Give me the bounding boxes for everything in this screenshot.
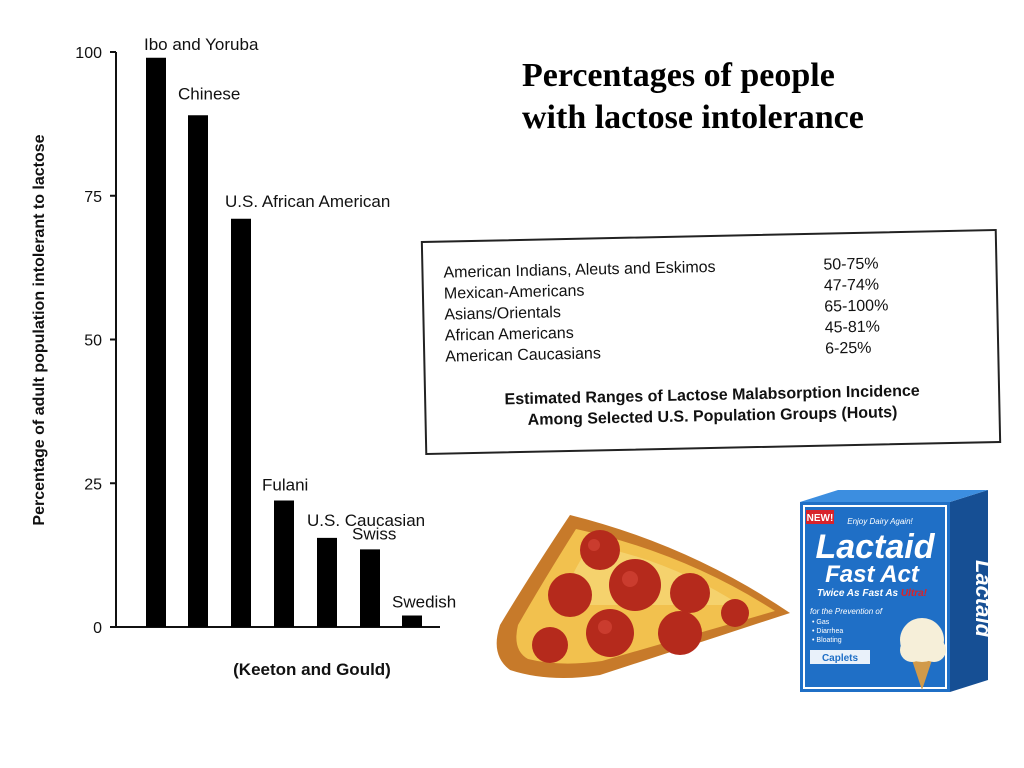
y-axis-label: Percentage of adult population intoleran… <box>31 134 48 525</box>
y-tick-label: 25 <box>84 476 102 493</box>
lactose-bar-chart: 0 25 50 75 100 Ibo and Yoruba Chinese U.S. Afr… <box>31 35 456 679</box>
lactaid-prevention-heading: for the Prevention of <box>810 607 883 616</box>
bar <box>188 115 208 627</box>
bar-label: Swedish <box>392 593 456 612</box>
bar-label: U.S. African American <box>225 192 390 211</box>
ranges-value: 65-100% <box>824 297 889 316</box>
lactaid-prevention-item: • Diarrhea <box>812 628 843 635</box>
bar-label: Chinese <box>178 84 240 103</box>
lactaid-claim: Twice As Fast As Ultra! <box>817 588 928 599</box>
bar-labels: Ibo and Yoruba Chinese U.S. African Americ… <box>144 35 456 612</box>
lactaid-product: Fast Act <box>825 561 920 588</box>
bar <box>360 549 380 627</box>
y-axis: 0 25 50 75 100 <box>75 45 440 637</box>
lactaid-box-image: NEW! Enjoy Dairy Again! Lactaid Fast Act… <box>800 490 990 692</box>
bar <box>146 57 166 627</box>
slide-title-line-2: with lactose intolerance <box>522 99 864 136</box>
ranges-value: 47-74% <box>823 276 880 295</box>
bar <box>274 500 294 627</box>
ranges-value: 6-25% <box>824 339 872 358</box>
bar-label: Fulani <box>262 476 308 495</box>
lactaid-claim-prefix: Twice As Fast As <box>817 588 901 599</box>
pizza-slice-image <box>496 515 790 679</box>
y-tick-label: 100 <box>75 45 102 62</box>
slide-title: Percentages of people with lactose intol… <box>522 55 982 139</box>
lactaid-tagline: Enjoy Dairy Again! <box>847 517 913 526</box>
lactaid-form: Caplets <box>822 653 859 664</box>
ranges-value: 50-75% <box>823 255 879 274</box>
ranges-caption: Estimated Ranges of Lactose Malabsorptio… <box>436 379 989 433</box>
lactaid-side-text: Lactaid <box>971 560 990 638</box>
bars <box>146 57 422 627</box>
y-tick-label: 50 <box>84 333 102 350</box>
lactaid-prevention-item: • Bloating <box>812 637 842 644</box>
slide-title-line-1: Percentages of people <box>522 57 835 94</box>
bar-label: U.S. Caucasian <box>307 511 425 530</box>
bar-label: Ibo and Yoruba <box>144 35 259 54</box>
chart-source-note: (Keeton and Gould) <box>233 660 391 679</box>
lactaid-claim-highlight: Ultra! <box>901 588 928 599</box>
ranges-value: 45-81% <box>824 318 881 337</box>
y-tick-label: 0 <box>93 620 102 637</box>
lactaid-brand: Lactaid <box>815 528 935 566</box>
malabsorption-ranges-table: American Indians, Aleuts and Eskimos 50-… <box>420 228 1002 456</box>
y-tick-label: 75 <box>84 189 102 206</box>
lactaid-new-badge: NEW! <box>807 513 834 524</box>
bar <box>402 615 422 627</box>
bar <box>231 218 251 627</box>
lactaid-prevention-item: • Gas <box>812 619 830 626</box>
bar-label: Swiss <box>352 524 396 543</box>
ranges-list: American Indians, Aleuts and Eskimos 50-… <box>443 253 915 368</box>
bar <box>317 537 337 627</box>
